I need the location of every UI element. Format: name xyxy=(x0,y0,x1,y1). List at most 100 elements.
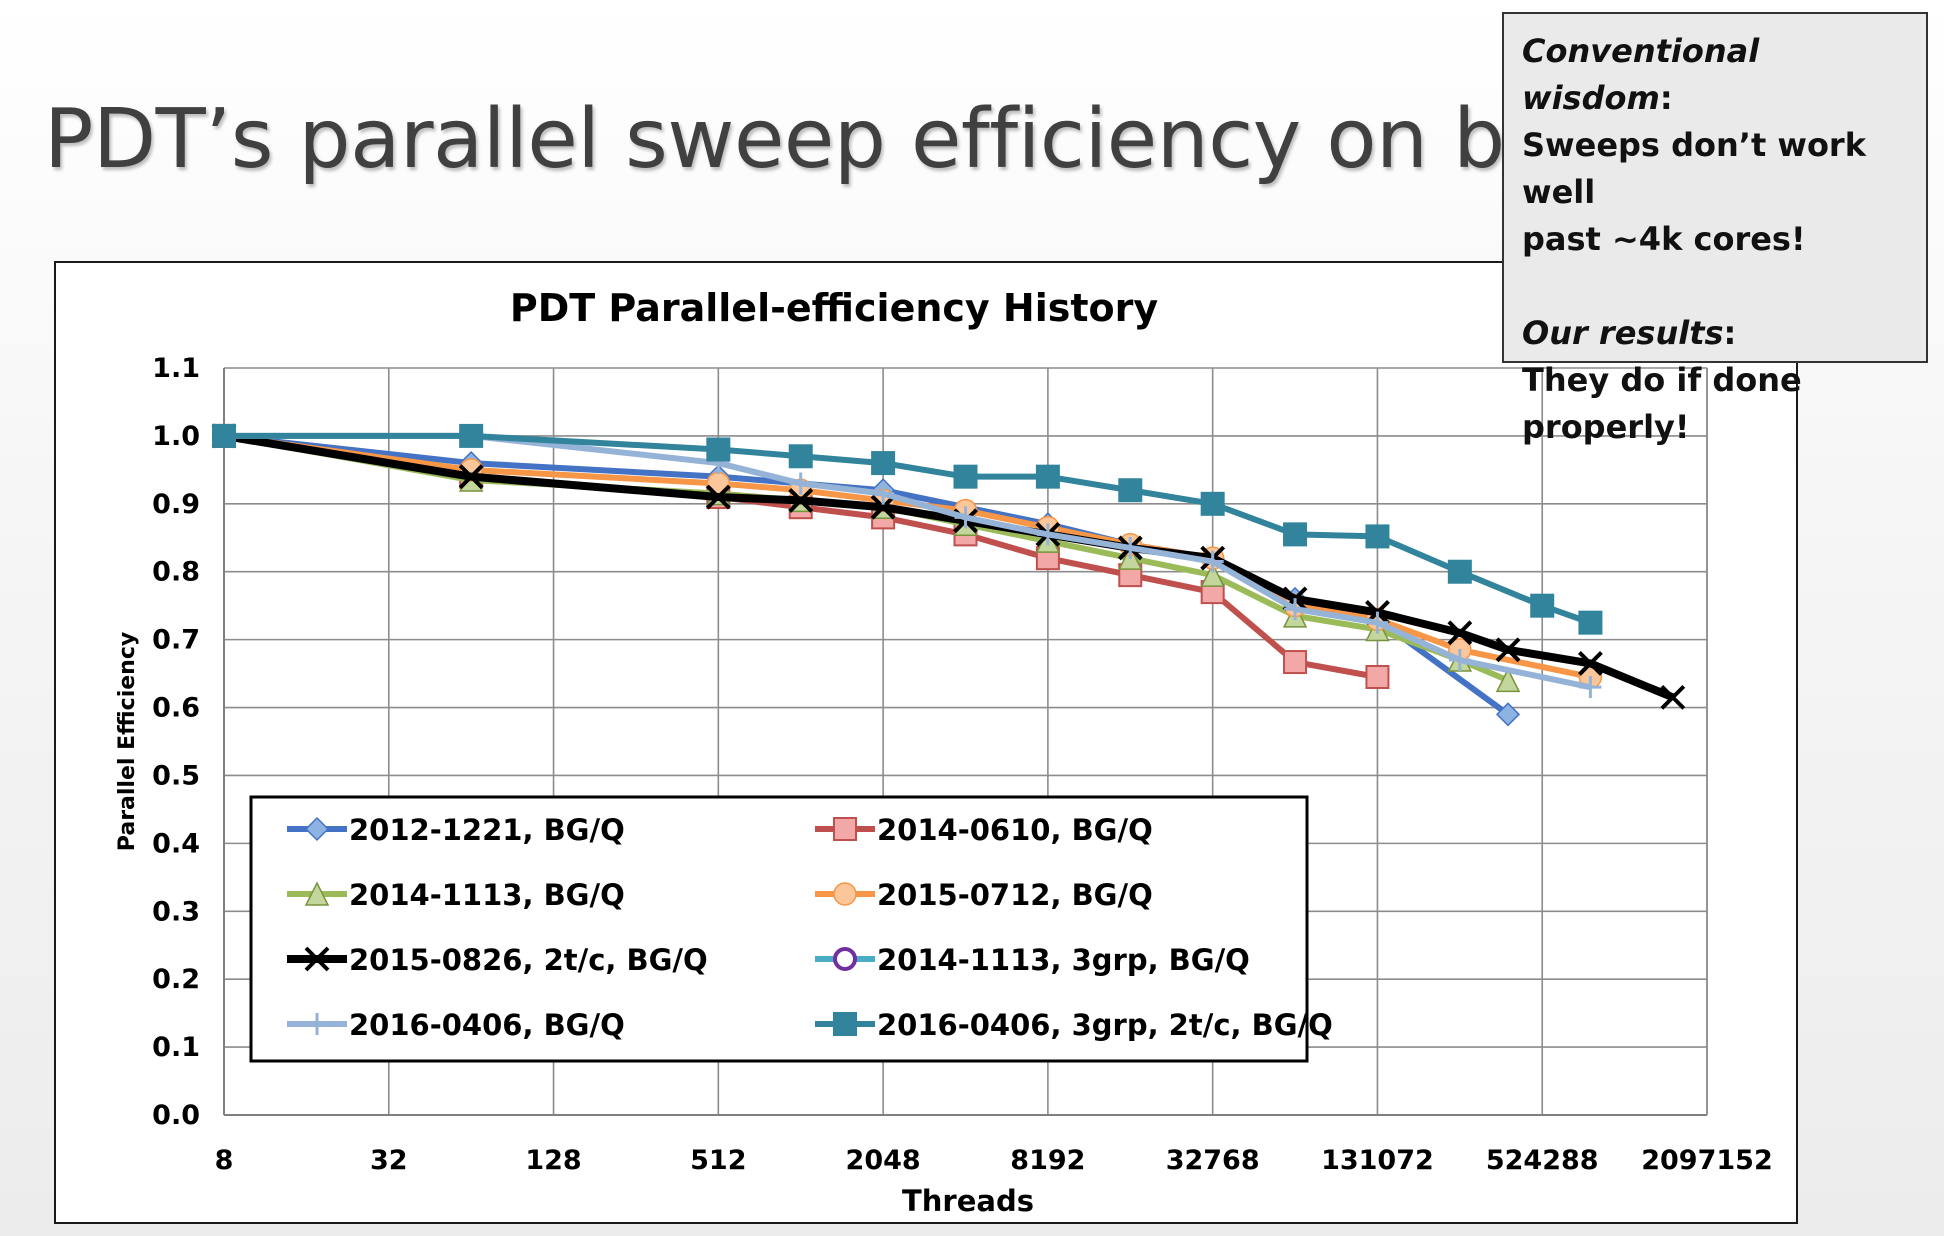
data-point xyxy=(1200,491,1225,516)
data-point xyxy=(1119,536,1142,559)
data-point xyxy=(1200,562,1225,587)
legend-item: 2014-1113, BG/Q xyxy=(287,878,625,912)
legend: 2012-1221, BG/Q 2014-0610, BG/Q 2014-1113,… xyxy=(249,795,1333,1063)
y-tick-label: 1.0 xyxy=(152,421,200,452)
y-tick-label: 0.5 xyxy=(152,760,200,791)
callout-line-6: properly! xyxy=(1522,408,1690,446)
data-point xyxy=(1660,684,1686,710)
x-tick-label: 32 xyxy=(370,1145,408,1176)
legend-marker xyxy=(304,946,330,972)
data-point xyxy=(1578,610,1603,635)
x-tick-label: 512 xyxy=(690,1145,746,1176)
callout-line-4: Our results: xyxy=(1522,314,1737,352)
data-point xyxy=(1366,611,1389,634)
data-point xyxy=(954,506,977,529)
legend-marker xyxy=(304,816,330,842)
series-line xyxy=(223,432,1510,717)
data-point xyxy=(1447,559,1472,584)
legend-marker xyxy=(833,882,857,906)
data-point xyxy=(1036,523,1059,546)
series-7 xyxy=(212,423,1603,635)
y-tick-label: 0.0 xyxy=(152,1100,200,1131)
legend-marker xyxy=(833,947,857,971)
data-point xyxy=(870,494,896,520)
chart-svg: 0.0 0.1 0.2 0.3 0.4 0.5 0.6 0.7 0.8 0.9 1.0 1.1 8 32 1… xyxy=(115,286,1773,1218)
x-tick-label: 128 xyxy=(525,1145,581,1176)
legend-item: 2016-0406, BG/Q xyxy=(287,1008,625,1042)
y-tick-label: 0.4 xyxy=(152,828,200,859)
x-tick-label: 131072 xyxy=(1321,1145,1434,1176)
legend-box xyxy=(249,795,1309,1063)
legend-label: 2014-1113, BG/Q xyxy=(349,878,625,912)
data-point xyxy=(789,472,812,495)
y-tick-label: 0.8 xyxy=(152,557,200,588)
legend-item: 2015-0826, 2t/c, BG/Q xyxy=(287,943,708,977)
legend-item: 2016-0406, 3grp, 2t/c, BG/Q xyxy=(815,1008,1333,1042)
legend-label: 2016-0406, BG/Q xyxy=(349,1008,625,1042)
y-tick-label: 0.2 xyxy=(152,964,200,995)
data-point xyxy=(871,451,896,476)
data-point xyxy=(872,482,895,505)
data-point xyxy=(1495,702,1521,727)
data-point xyxy=(1579,676,1602,699)
data-point xyxy=(1495,637,1521,663)
x-tick-label: 2097152 xyxy=(1641,1145,1773,1176)
legend-marker xyxy=(833,817,857,841)
y-tick-label: 0.7 xyxy=(152,625,200,656)
data-point xyxy=(953,464,978,489)
slide-title: PDT’s parallel sweep efficiency on brick… xyxy=(44,92,1694,187)
x-axis-title: Threads xyxy=(902,1184,1034,1218)
legend-label: 2014-0610, BG/Q xyxy=(877,813,1153,847)
x-tick-label: 32768 xyxy=(1166,1145,1260,1176)
data-point xyxy=(1447,620,1473,646)
x-tick-label: 8192 xyxy=(1010,1145,1085,1176)
series-line xyxy=(224,432,1592,626)
legend-label: 2014-1113, 3grp, BG/Q xyxy=(877,943,1250,977)
data-point xyxy=(1283,522,1308,547)
legend-label: 2015-0712, BG/Q xyxy=(877,878,1153,912)
data-point xyxy=(1495,667,1521,693)
legend-label: 2015-0826, 2t/c, BG/Q xyxy=(349,943,708,977)
callout-line-1: Conventional wisdom: xyxy=(1522,32,1760,117)
legend-item: 2012-1221, BG/Q xyxy=(287,813,625,847)
legend-label: 2016-0406, 3grp, 2t/c, BG/Q xyxy=(877,1008,1333,1042)
chart-frame: 0.0 0.1 0.2 0.3 0.4 0.5 0.6 0.7 0.8 0.9 1.0 1.1 8 32 1… xyxy=(54,261,1798,1224)
y-tick-label: 0.9 xyxy=(152,489,200,520)
data-point xyxy=(458,464,484,490)
callout-line-5: They do if done xyxy=(1522,361,1802,399)
callout-heading-results: Our results xyxy=(1522,314,1724,352)
data-point xyxy=(788,488,814,513)
x-tick-label: 524288 xyxy=(1486,1145,1599,1176)
series-line xyxy=(223,432,1510,684)
y-tick-label: 1.1 xyxy=(152,353,200,384)
y-axis-title: Parallel Efficiency xyxy=(115,632,140,851)
data-point xyxy=(1201,550,1224,573)
data-point xyxy=(1578,650,1603,676)
legend-marker xyxy=(833,1012,857,1036)
series-6 xyxy=(213,424,1602,699)
data-point xyxy=(788,444,813,469)
x-tick-label: 2048 xyxy=(846,1145,921,1176)
data-point xyxy=(1365,664,1390,689)
legend-label: 2012-1221, BG/Q xyxy=(349,813,625,847)
chart-title: PDT Parallel-efficiency History xyxy=(510,286,1159,330)
data-point xyxy=(212,423,236,448)
data-point xyxy=(1530,593,1555,618)
legend-marker xyxy=(306,1013,328,1035)
data-point xyxy=(706,437,731,462)
data-point xyxy=(1284,598,1307,621)
callout-line-3: past ~4k cores! xyxy=(1522,220,1806,258)
data-point xyxy=(1448,649,1471,672)
data-point xyxy=(1118,478,1143,503)
data-point xyxy=(1035,464,1060,489)
legend-item: 2015-0712, BG/Q xyxy=(815,878,1153,912)
data-point xyxy=(1283,650,1308,675)
y-tick-label: 0.6 xyxy=(152,693,200,724)
legend-item: 2014-1113, 3grp, BG/Q xyxy=(815,943,1250,977)
legend-item: 2014-0610, BG/Q xyxy=(815,813,1153,847)
callout-heading-conventional: Conventional wisdom xyxy=(1522,32,1760,117)
data-point xyxy=(1365,524,1390,549)
legend-marker xyxy=(304,881,330,906)
callout-box: Conventional wisdom: Sweeps don’t work w… xyxy=(1502,12,1928,446)
x-tick-label: 8 xyxy=(215,1145,234,1176)
